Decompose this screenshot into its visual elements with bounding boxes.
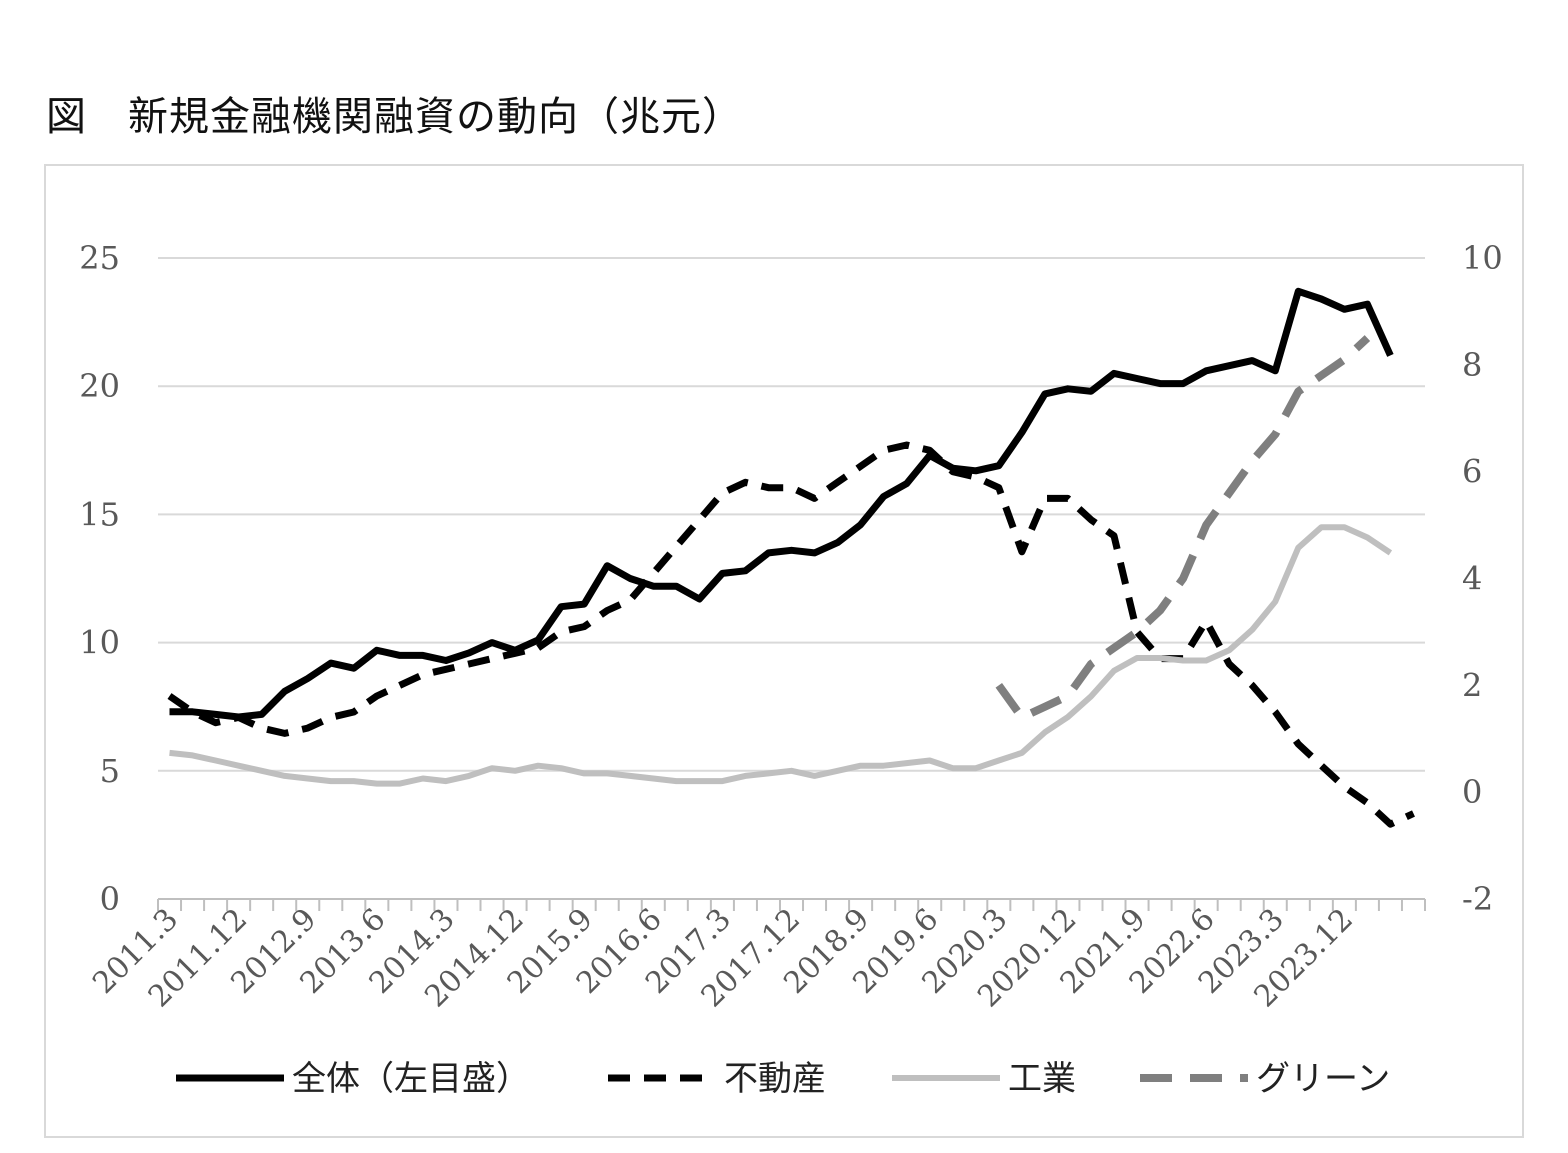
legend-label: 工業	[1008, 1059, 1076, 1099]
y-axis-left: 0 5 10 15 20 25	[79, 239, 120, 918]
gridlines	[158, 257, 1425, 772]
y-left-tick-label: 5	[100, 752, 120, 790]
y-right-tick-label: 8	[1462, 346, 1482, 384]
series-lines	[167, 287, 1415, 828]
series-line	[167, 441, 1415, 828]
series-line	[995, 335, 1371, 722]
legend: 全体（左目盛） 不動産 工業 グリーン	[176, 1059, 1390, 1099]
y-right-tick-label: -2	[1462, 880, 1493, 918]
y-right-tick-label: 4	[1462, 560, 1482, 598]
y-left-tick-label: 10	[79, 624, 120, 662]
series-line	[169, 524, 1393, 787]
y-right-tick-label: 10	[1462, 239, 1503, 277]
y-right-tick-label: 6	[1462, 453, 1482, 491]
y-right-tick-label: 0	[1462, 773, 1482, 811]
y-left-tick-label: 0	[100, 880, 120, 918]
legend-label: 全体（左目盛）	[292, 1059, 530, 1099]
y-axis-right: -2 0 2 4 6 8 10	[1462, 239, 1503, 918]
chart-frame	[44, 164, 1524, 1138]
y-left-tick-label: 20	[79, 367, 120, 405]
y-left-tick-label: 25	[79, 239, 120, 277]
y-right-tick-label: 2	[1462, 666, 1482, 704]
y-left-tick-label: 15	[79, 495, 120, 533]
legend-label: 不動産	[724, 1059, 826, 1099]
series-line	[169, 287, 1394, 721]
x-axis: 2011.32011.122012.92013.62014.32014.1220…	[86, 898, 1426, 1014]
legend-label: グリーン	[1256, 1059, 1390, 1099]
chart-title: 図 新規金融機関融資の動向（兆元）	[46, 94, 743, 140]
